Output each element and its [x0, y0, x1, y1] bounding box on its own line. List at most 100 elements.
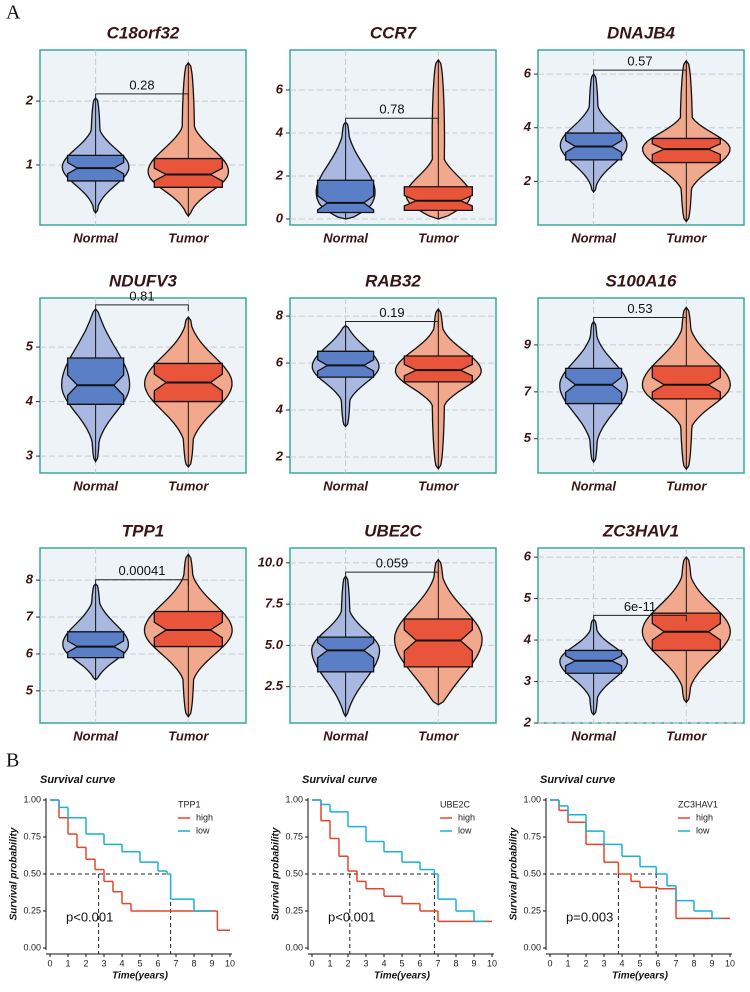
y-tick-label: 2 [523, 173, 532, 188]
x-tick-label: 3 [363, 958, 368, 968]
y-tick-label: 0.75 [285, 831, 303, 841]
y-tick-label: 2 [25, 93, 34, 108]
box [66, 357, 125, 405]
box [316, 636, 375, 673]
y-tick-label: 6 [276, 355, 284, 370]
x-tick-label: Normal [323, 478, 368, 493]
chart-title: S100A16 [606, 271, 677, 290]
y-tick-label: 6 [524, 549, 532, 564]
legend-label: low [696, 825, 710, 835]
x-tick-label: 0 [547, 958, 552, 968]
x-tick-label: 7 [435, 958, 440, 968]
x-tick-label: 0 [309, 958, 314, 968]
x-tick-label: 8 [453, 958, 458, 968]
box [564, 367, 623, 405]
x-tick-label: 6 [155, 958, 160, 968]
x-tick-label: 9 [471, 958, 476, 968]
p-value: 0.19 [379, 305, 404, 320]
x-tick-label: Tumor [168, 230, 209, 245]
y-tick-label: 10.0 [258, 554, 284, 569]
x-axis-title: Time(years) [374, 971, 431, 982]
x-tick-label: 1 [327, 958, 332, 968]
x-tick-label: 6 [417, 958, 422, 968]
y-axis-title: Survival probability [509, 827, 520, 920]
y-tick-label: 0.25 [285, 905, 303, 915]
chart-title: Survival curve [40, 774, 115, 786]
y-tick-label: 2.5 [264, 678, 284, 693]
p-value: 0.059 [376, 556, 409, 571]
box [403, 355, 473, 383]
y-tick-label: 8 [26, 572, 34, 587]
panel-label: B [6, 750, 19, 772]
x-tick-label: 7 [673, 958, 678, 968]
y-tick-label: 0.00 [285, 942, 303, 952]
legend-label: high [196, 812, 213, 822]
annotation: p=0.003 [566, 909, 613, 924]
x-tick-label: 4 [381, 958, 386, 968]
x-tick-label: 10 [725, 958, 735, 968]
y-tick-label: 6 [26, 645, 34, 660]
x-tick-label: 8 [191, 958, 196, 968]
x-tick-label: Tumor [168, 728, 209, 743]
significance-bracket [593, 614, 687, 622]
p-value: 0.78 [379, 102, 404, 117]
legend-label: high [458, 812, 475, 822]
x-tick-label: 3 [601, 958, 606, 968]
y-tick-label: 0.00 [23, 942, 41, 952]
y-tick-label: 0.25 [23, 905, 41, 915]
plot-panel [39, 49, 247, 226]
y-tick-label: 0.00 [523, 942, 541, 952]
x-tick-label: Normal [73, 728, 118, 743]
box [564, 649, 623, 674]
x-tick-label: Tumor [168, 478, 209, 493]
p-value: 0.81 [129, 288, 154, 303]
x-tick-label: 3 [101, 958, 106, 968]
x-tick-label: 1 [65, 958, 70, 968]
y-tick-label: 0.75 [23, 831, 41, 841]
y-tick-label: 9 [524, 336, 532, 351]
y-tick-label: 4 [523, 631, 532, 646]
legend-title: UBE2C [440, 799, 471, 809]
p-value: 0.28 [129, 77, 154, 92]
legend-title: TPP1 [178, 799, 201, 809]
y-tick-label: 8 [276, 308, 284, 323]
box [651, 137, 721, 164]
significance-bracket [593, 316, 687, 324]
x-tick-label: 10 [487, 958, 497, 968]
x-tick-label: 10 [225, 958, 235, 968]
y-axis-title: Survival probability [9, 827, 20, 920]
x-tick-label: 2 [583, 958, 588, 968]
y-tick-label: 4 [523, 119, 532, 134]
x-tick-label: 2 [83, 958, 88, 968]
x-tick-label: Tumor [418, 230, 459, 245]
x-tick-label: 9 [709, 958, 714, 968]
x-tick-label: Normal [73, 230, 118, 245]
panel-label: A [6, 2, 21, 24]
x-tick-label: Normal [571, 728, 616, 743]
x-tick-label: 6 [655, 958, 660, 968]
y-tick-label: 2 [523, 714, 532, 729]
y-tick-label: 4 [275, 401, 284, 416]
significance-bracket [95, 304, 189, 311]
box [403, 186, 473, 212]
p-value: 6e-11 [624, 599, 656, 614]
legend-label: high [696, 812, 713, 822]
y-tick-label: 5 [26, 339, 34, 354]
x-tick-label: 5 [637, 958, 642, 968]
x-tick-label: Normal [571, 230, 616, 245]
y-tick-label: 5.0 [265, 637, 284, 652]
y-tick-label: 7 [26, 608, 34, 623]
x-tick-label: 2 [345, 958, 350, 968]
y-tick-label: 1.00 [23, 794, 41, 804]
y-tick-label: 7 [524, 383, 532, 398]
chart-title: ZC3HAV1 [602, 521, 679, 540]
y-tick-label: 3 [524, 673, 532, 688]
y-tick-label: 7.5 [265, 596, 284, 611]
y-tick-label: 0.50 [285, 868, 303, 878]
y-tick-label: 4 [25, 393, 34, 408]
chart-title: TPP1 [122, 521, 165, 540]
y-tick-label: 0.50 [23, 868, 41, 878]
box [651, 365, 721, 400]
chart-title: DNAJB4 [607, 23, 676, 42]
